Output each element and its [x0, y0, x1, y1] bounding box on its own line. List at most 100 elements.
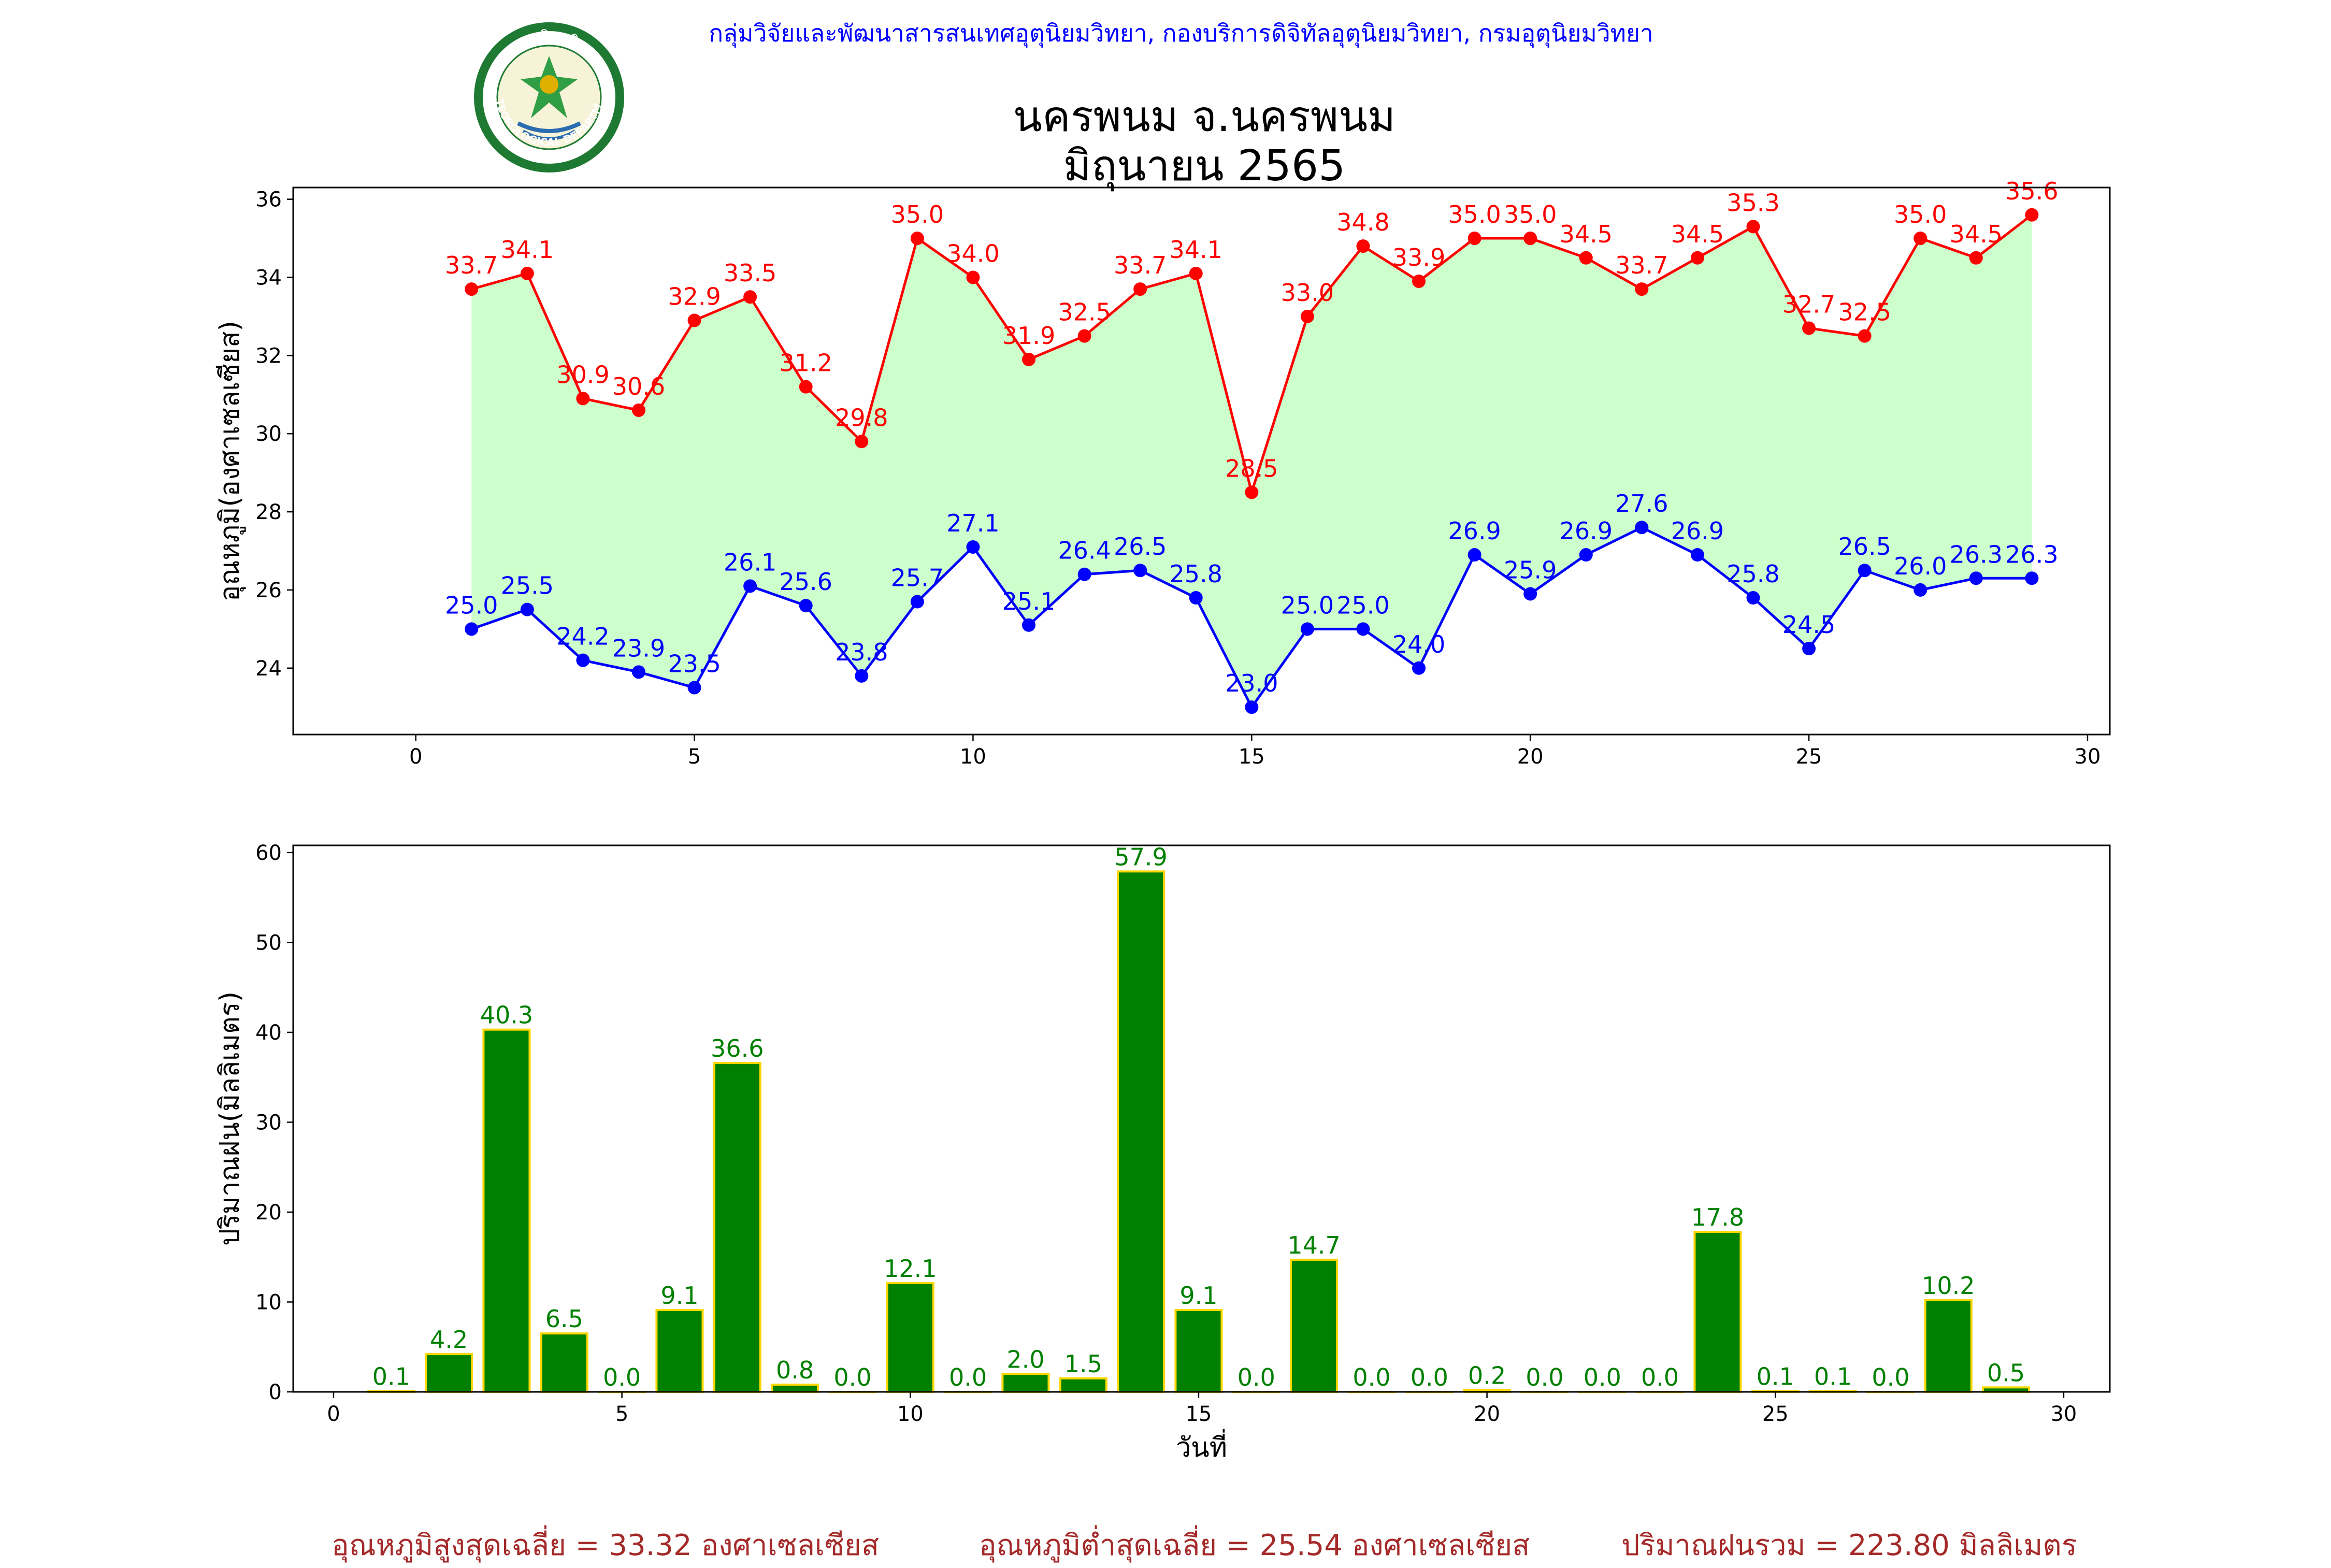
- rain-ytick-label: 40: [255, 1021, 282, 1045]
- max-temp-label: 34.5: [1560, 220, 1613, 248]
- max-temp-point: [855, 435, 869, 449]
- min-temp-label: 25.7: [891, 564, 944, 592]
- max-temp-label: 33.7: [1114, 251, 1167, 279]
- rain-bar-label: 1.5: [1064, 1350, 1102, 1378]
- total-rain-stat: ปริมาณฝนรวม = 223.80 มิลลิเมตร: [1621, 1529, 2077, 1562]
- temp-ytick-label: 24: [255, 657, 282, 681]
- rain-bar-label: 10.2: [1922, 1272, 1975, 1300]
- max-temp-label: 34.8: [1336, 208, 1389, 236]
- rain-bar-label: 0.0: [833, 1363, 871, 1391]
- rain-xlabel: วันที่: [1176, 1429, 1227, 1463]
- min-temp-point: [743, 579, 757, 593]
- max-temp-point: [520, 266, 534, 280]
- rain-bar: [655, 1309, 704, 1393]
- meteorological-department-logo: กรมอุตุนิยมวิทยา METEOROLOGICAL DEPARTME…: [471, 20, 624, 172]
- max-temp-label: 31.9: [1002, 322, 1055, 350]
- temp-ytick-label: 36: [255, 188, 282, 212]
- rain-bar-label: 17.8: [1691, 1203, 1744, 1231]
- min-temp-point: [631, 665, 645, 679]
- rain-bar-label: 0.0: [1526, 1363, 1563, 1391]
- rain-xtick-label: 25: [1762, 1402, 1789, 1426]
- chart-title-station: นครพนม จ.นครพนม: [1013, 92, 1396, 141]
- min-temp-point: [799, 599, 813, 613]
- rain-bar: [886, 1282, 934, 1393]
- rain-axes-frame: [292, 844, 2111, 1393]
- max-temp-point: [1412, 275, 1426, 289]
- temp-ytick-label: 32: [255, 344, 282, 368]
- max-temp-point: [1579, 251, 1593, 265]
- max-temp-label: 35.0: [1894, 200, 1947, 228]
- min-temp-label: 25.8: [1726, 560, 1779, 588]
- max-temp-point: [1969, 251, 1983, 265]
- min-temp-point: [1412, 661, 1426, 675]
- rain-xtick-label: 5: [615, 1402, 628, 1426]
- rain-bar: [1059, 1377, 1107, 1393]
- min-temp-label: 25.6: [779, 568, 832, 596]
- temp-xtick-label: 5: [688, 745, 701, 769]
- rain-bar-label: 0.0: [1641, 1363, 1679, 1391]
- avg-min-temp-stat: อุณหภูมิต่ำสุดเฉลี่ย = 25.54 องศาเซลเซีย…: [979, 1529, 1530, 1562]
- max-temp-point: [1690, 251, 1704, 265]
- min-temp-label: 26.5: [1838, 533, 1891, 560]
- rain-ytick-label: 20: [255, 1201, 282, 1225]
- min-temp-label: 23.8: [835, 638, 888, 666]
- max-temp-label: 32.7: [1782, 291, 1835, 319]
- max-temp-point: [1245, 485, 1259, 499]
- max-temp-point: [910, 232, 924, 246]
- max-temp-label: 35.0: [1448, 200, 1501, 228]
- rain-xtick-label: 20: [1474, 1402, 1500, 1426]
- min-temp-point: [1022, 618, 1036, 632]
- min-temp-point: [1523, 587, 1537, 601]
- max-temp-label: 32.5: [1058, 298, 1111, 326]
- temp-xtick-label: 0: [409, 745, 422, 769]
- rain-bar-label: 9.1: [1179, 1282, 1217, 1310]
- rain-bar-label: 12.1: [884, 1255, 937, 1283]
- max-temp-label: 35.6: [2005, 177, 2058, 205]
- max-temp-point: [2025, 208, 2039, 222]
- rain-bar-label: 40.3: [480, 1001, 533, 1029]
- max-temp-point: [1077, 329, 1091, 343]
- rainfall-chart: 0.1 4.2 40.3 6.5 0.0 9.1 36.6 0.8 0.0 12.1 0.0 2.0 1…: [214, 841, 2111, 1463]
- min-temp-label: 25.8: [1170, 560, 1222, 588]
- rain-bar-label: 0.8: [776, 1356, 814, 1384]
- max-temp-point: [631, 403, 645, 417]
- min-temp-point: [1133, 564, 1147, 578]
- min-temp-point: [1245, 700, 1259, 714]
- rain-bar-label: 57.9: [1114, 843, 1167, 871]
- rain-bar: [771, 1384, 819, 1393]
- min-temp-label: 26.9: [1448, 517, 1501, 545]
- temp-ytick-label: 26: [255, 579, 282, 602]
- min-temp-point: [1746, 591, 1760, 605]
- min-temp-label: 25.0: [1336, 591, 1389, 619]
- chart-title-month: มิถุนายน 2565: [1063, 141, 1346, 191]
- max-temp-point: [1356, 239, 1370, 253]
- min-temp-point: [1356, 622, 1370, 636]
- max-temp-point: [966, 270, 980, 284]
- temp-xtick-label: 15: [1239, 745, 1265, 769]
- rain-bar: [540, 1332, 588, 1393]
- max-temp-label: 28.5: [1225, 454, 1278, 482]
- rain-bar-label: 0.0: [1352, 1363, 1390, 1391]
- temp-ylabel: อุณหภูมิ(องศาเซลเซียส): [214, 321, 246, 601]
- rain-bar-label: 6.5: [545, 1305, 583, 1333]
- rain-bar: [713, 1061, 761, 1393]
- rain-bar-label: 36.6: [711, 1034, 764, 1062]
- min-temp-point: [1969, 571, 1983, 585]
- min-temp-label: 24.5: [1782, 611, 1835, 639]
- max-temp-label: 33.7: [1615, 251, 1668, 279]
- temp-xtick-label: 30: [2075, 745, 2101, 769]
- min-temp-label: 25.5: [501, 572, 554, 600]
- min-temp-point: [1077, 567, 1091, 581]
- rain-bar-label: 0.1: [1814, 1362, 1852, 1390]
- rain-xtick-label: 10: [897, 1402, 924, 1426]
- max-temp-point: [1913, 232, 1927, 246]
- min-temp-label: 25.1: [1002, 587, 1055, 615]
- max-temp-label: 29.8: [835, 404, 888, 431]
- min-temp-label: 23.5: [668, 650, 721, 678]
- min-temp-point: [520, 602, 534, 616]
- rain-ytick-label: 60: [255, 841, 282, 865]
- temp-xtick-label: 25: [1796, 745, 1822, 769]
- max-temp-label: 33.9: [1392, 243, 1445, 271]
- rain-ytick-label: 0: [269, 1380, 282, 1404]
- rain-bar-label: 0.0: [1238, 1363, 1275, 1391]
